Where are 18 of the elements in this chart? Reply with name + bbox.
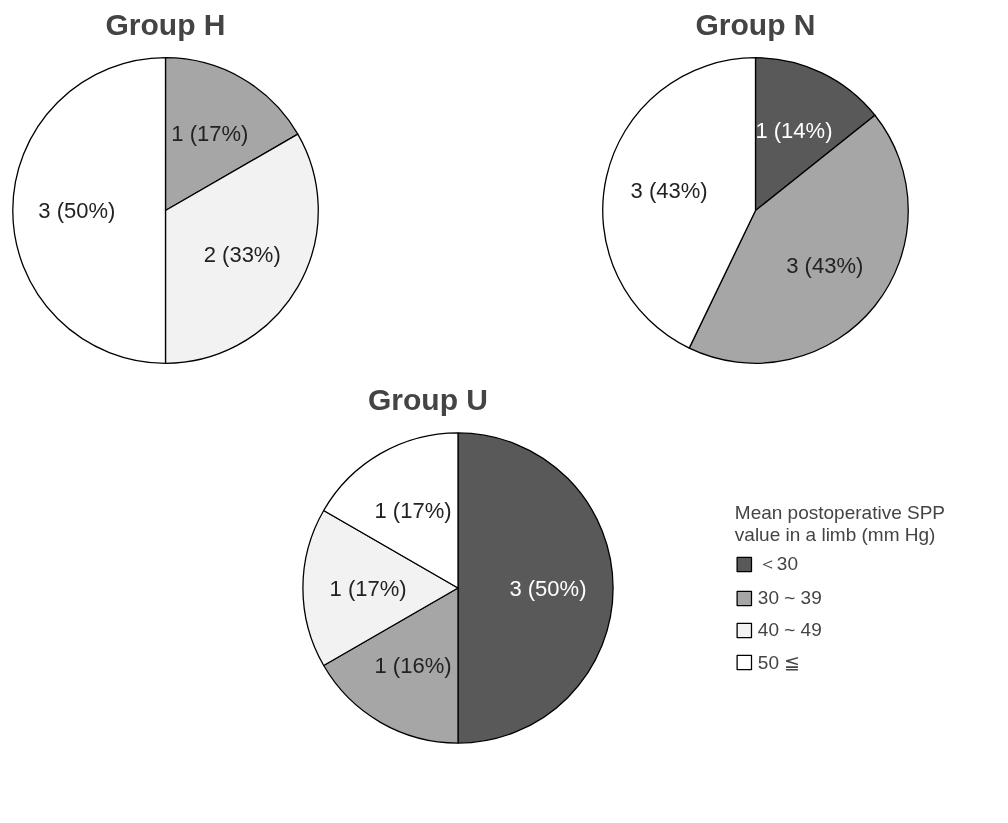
data-label: 2 (33%) [203,242,281,268]
data-label: 1 (16%) [374,653,452,679]
legend-label: 40 ~ 49 [757,618,822,641]
chart-title: Group N [695,7,816,41]
data-label: 3 (43%) [786,253,864,279]
data-label: 3 (43%) [630,178,708,204]
legend-label: ＜30 [757,551,798,576]
data-label: 1 (14%) [755,118,833,144]
data-label: 1 (17%) [329,575,407,601]
data-label: 1 (17%) [374,497,452,523]
legend-title: Mean postoperative SPP value in a limb (mm Hg) [734,501,945,546]
legend-label: 50 ≦ [757,650,801,674]
chart-title: Group H [105,7,226,41]
chart-title: Group U [368,382,488,416]
data-label: 1 (17%) [171,121,249,147]
legend-label: 30 ~ 39 [757,586,822,609]
data-label: 3 (50%) [509,575,587,601]
data-label: 3 (50%) [38,198,116,223]
